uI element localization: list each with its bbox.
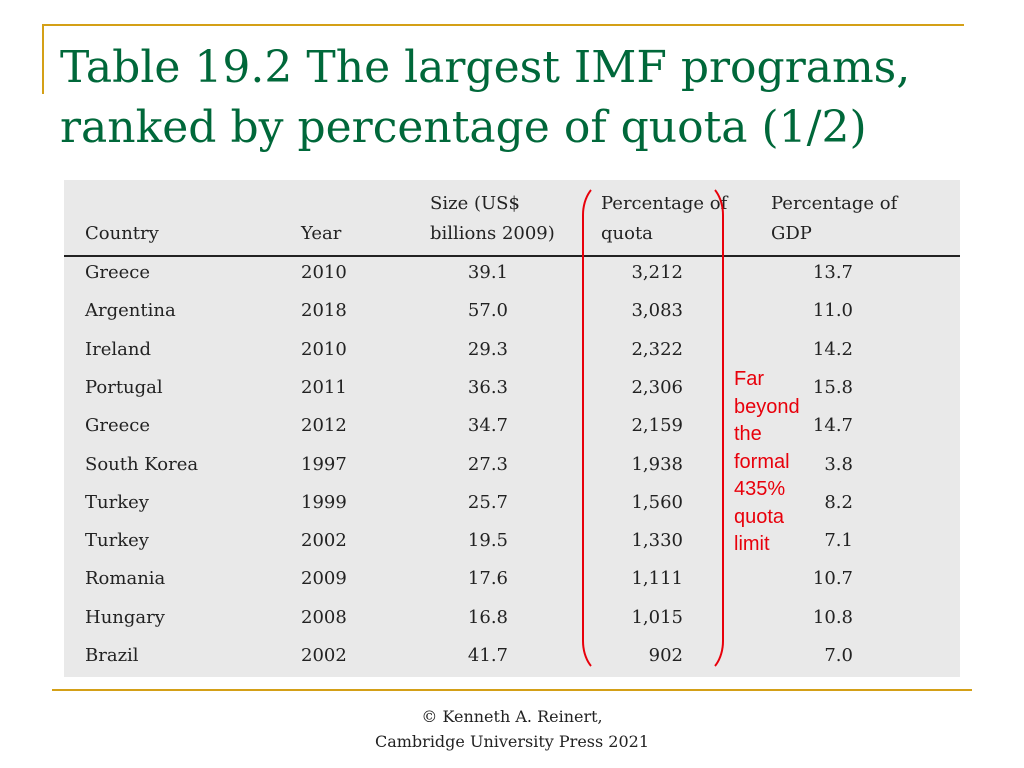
annotation-line: limit xyxy=(734,533,770,555)
cell-size: 27.3 xyxy=(467,453,508,475)
cell-size: 41.7 xyxy=(467,645,508,666)
cell-quota: 3,212 xyxy=(631,262,683,283)
cell-gdp: 13.7 xyxy=(812,262,853,283)
cell-year: 2002 xyxy=(301,645,347,666)
cell-quota: 2,159 xyxy=(631,415,683,437)
footer-line-1: © Kenneth A. Reinert, xyxy=(421,707,603,726)
cell-quota: 3,083 xyxy=(631,300,683,322)
left-rule xyxy=(42,24,44,94)
header-rule xyxy=(64,255,960,257)
cell-country: Brazil xyxy=(85,645,139,666)
cell-gdp: 7.0 xyxy=(824,645,853,666)
quota-highlight-bracket xyxy=(582,181,724,675)
cell-year: 2012 xyxy=(301,415,347,437)
header-quota-line-2: quota xyxy=(601,223,653,244)
annotation-line: formal xyxy=(734,450,790,473)
cell-country: Portugal xyxy=(85,376,163,398)
cell-quota: 2,322 xyxy=(631,338,683,360)
annotation-line: 435% xyxy=(734,478,786,500)
cell-country: Turkey xyxy=(85,491,149,513)
quota-annotation: Far beyond the formal 435% quota limit xyxy=(734,366,824,559)
cell-gdp: 3.8 xyxy=(824,453,853,475)
table-panel xyxy=(64,180,960,677)
cell-year: 1997 xyxy=(301,453,347,475)
cell-year: 2011 xyxy=(301,376,347,398)
cell-quota: 2,306 xyxy=(631,376,683,398)
cell-quota: 1,330 xyxy=(631,530,683,552)
cell-quota: 1,015 xyxy=(631,606,683,628)
slide-title-line-2: ranked by percentage of quota (1/2) xyxy=(60,102,867,153)
annotation-line: quota xyxy=(734,505,785,528)
cell-size: 57.0 xyxy=(467,300,508,322)
cell-size: 39.1 xyxy=(467,262,508,283)
cell-year: 2002 xyxy=(301,530,347,552)
cell-quota: 1,560 xyxy=(631,491,683,513)
cell-year: 2010 xyxy=(301,262,347,283)
cell-gdp: 14.2 xyxy=(812,338,853,360)
cell-size: 19.5 xyxy=(467,530,508,552)
annotation-line: Far xyxy=(734,368,764,390)
bottom-rule xyxy=(52,689,972,691)
cell-gdp: 8.2 xyxy=(824,491,853,513)
header-year: Year xyxy=(301,223,342,244)
cell-gdp: 14.7 xyxy=(812,415,853,437)
top-rule xyxy=(42,24,964,26)
cell-gdp: 11.0 xyxy=(812,300,853,322)
cell-year: 2008 xyxy=(301,606,347,628)
cell-country: Argentina xyxy=(85,300,176,322)
cell-country: Ireland xyxy=(85,338,151,360)
header-size-line-2: billions 2009) xyxy=(430,223,555,244)
cell-country: Turkey xyxy=(85,530,149,552)
header-country: Country xyxy=(85,223,159,244)
cell-quota: 902 xyxy=(648,645,683,666)
cell-year: 2018 xyxy=(301,300,347,322)
cell-gdp: 10.8 xyxy=(812,606,853,628)
cell-quota: 1,938 xyxy=(631,453,683,475)
cell-size: 34.7 xyxy=(467,415,508,437)
cell-country: Romania xyxy=(85,568,166,590)
slide-title: Table 19.2 The largest IMF programs, ran… xyxy=(60,38,980,158)
header-size-line-1: Size (US$ xyxy=(430,193,520,214)
cell-country: Hungary xyxy=(85,606,165,628)
cell-gdp: 7.1 xyxy=(824,530,853,552)
cell-country: Greece xyxy=(85,262,151,283)
cell-year: 1999 xyxy=(301,491,347,513)
header-gdp-line-2: GDP xyxy=(771,223,812,244)
header-gdp-line-1: Percentage of xyxy=(771,193,898,214)
cell-quota: 1,111 xyxy=(631,568,683,590)
cell-size: 17.6 xyxy=(467,568,508,590)
annotation-line: beyond xyxy=(734,395,800,418)
cell-gdp: 15.8 xyxy=(812,376,853,398)
copyright-footer: © Kenneth A. Reinert, Cambridge Universi… xyxy=(0,704,1024,754)
annotation-line: the xyxy=(734,423,762,445)
cell-country: Greece xyxy=(85,415,151,437)
cell-year: 2009 xyxy=(301,568,347,590)
cell-gdp: 10.7 xyxy=(812,568,853,590)
footer-line-2: Cambridge University Press 2021 xyxy=(374,732,650,751)
cell-size: 36.3 xyxy=(467,376,508,398)
cell-size: 29.3 xyxy=(467,338,508,360)
cell-country: South Korea xyxy=(85,453,199,475)
cell-size: 25.7 xyxy=(467,491,508,513)
cell-year: 2010 xyxy=(301,338,347,360)
slide-title-line-1: Table 19.2 The largest IMF programs, xyxy=(60,42,911,93)
header-quota-line-1: Percentage of xyxy=(601,193,728,214)
cell-size: 16.8 xyxy=(467,606,508,628)
